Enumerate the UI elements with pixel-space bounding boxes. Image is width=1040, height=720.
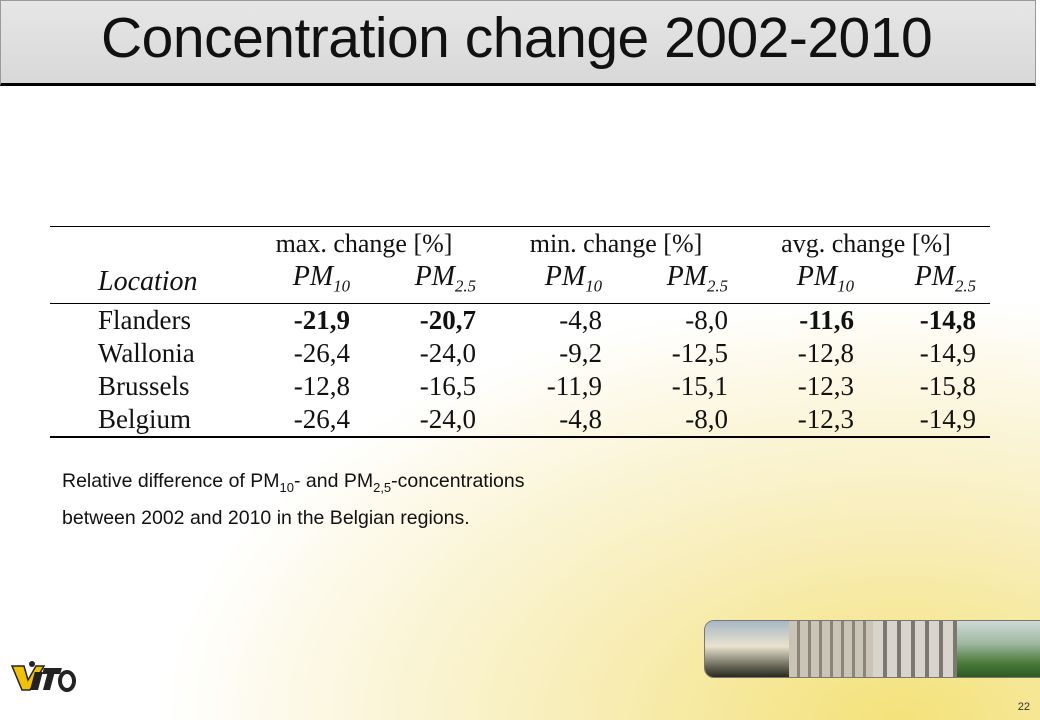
page-number: 22 <box>1017 701 1030 713</box>
cell-value: -24,0 <box>419 337 476 368</box>
cell-value: -20,7 <box>419 304 476 335</box>
row-location: Flanders <box>98 304 191 335</box>
cell-value: -14,9 <box>919 337 976 368</box>
slide-title: Concentration change 2002-2010 <box>101 6 933 70</box>
photo-industry <box>705 621 789 677</box>
cell-value: -14,8 <box>919 304 976 335</box>
table-row-brussels: Brussels -12,8 -16,5 -11,9 -15,1 -12,3 -… <box>50 370 990 403</box>
photo-strip <box>704 620 1040 678</box>
group-header-min: min. change [%] <box>529 229 703 258</box>
cell-value: -12,8 <box>797 337 854 368</box>
column-header-pm10: PM10 <box>238 260 364 304</box>
table-row-flanders: Flanders -21,9 -20,7 -4,8 -8,0 -11,6 -14… <box>50 303 990 337</box>
cell-value: -26,4 <box>293 337 350 368</box>
table-corner <box>50 227 238 260</box>
cell-value: -12,5 <box>671 337 728 368</box>
cell-value: -11,9 <box>546 370 602 401</box>
column-header-pm25: PM2.5 <box>364 260 490 304</box>
cell-value: -8,0 <box>685 403 728 434</box>
cell-value: -8,0 <box>685 304 728 335</box>
cell-value: -11,6 <box>799 304 854 335</box>
row-location: Belgium <box>98 403 191 434</box>
table-row-belgium: Belgium -26,4 -24,0 -4,8 -8,0 -12,3 -14,… <box>50 403 990 436</box>
cell-value: -4,8 <box>559 403 602 434</box>
photo-columns <box>873 621 957 677</box>
column-header-pm10: PM10 <box>490 260 616 304</box>
cell-value: -21,9 <box>293 304 350 335</box>
vito-logo <box>10 661 76 692</box>
column-header-pm25: PM2.5 <box>868 260 990 304</box>
row-location: Brussels <box>98 370 190 401</box>
cell-value: -4,8 <box>559 304 602 335</box>
cell-value: -12,3 <box>797 403 854 434</box>
group-header-max: max. change [%] <box>275 229 453 258</box>
cell-value: -12,3 <box>797 370 854 401</box>
cell-value: -14,9 <box>919 403 976 434</box>
table-row-wallonia: Wallonia -26,4 -24,0 -9,2 -12,5 -12,8 -1… <box>50 337 990 370</box>
cell-value: -16,5 <box>419 370 476 401</box>
photo-buildings <box>789 621 873 677</box>
cell-value: -9,2 <box>559 337 602 368</box>
cell-value: -26,4 <box>293 403 350 434</box>
table-caption: Relative difference of PM10- and PM2,5-c… <box>62 470 525 529</box>
column-header-location: Location <box>50 260 238 304</box>
cell-value: -15,1 <box>671 370 728 401</box>
concentration-table: max. change [%] min. change [%] avg. cha… <box>50 226 990 438</box>
row-location: Wallonia <box>98 337 195 368</box>
cell-value: -15,8 <box>919 370 976 401</box>
cell-value: -24,0 <box>419 403 476 434</box>
group-header-avg: avg. change [%] <box>781 229 951 258</box>
title-bar: Concentration change 2002-2010 <box>0 0 1036 86</box>
column-header-pm10: PM10 <box>742 260 868 304</box>
column-header-pm25: PM2.5 <box>616 260 742 304</box>
cell-value: -12,8 <box>293 370 350 401</box>
table-group-header-row: max. change [%] min. change [%] avg. cha… <box>50 227 990 260</box>
photo-forest <box>957 621 1040 677</box>
table-column-header-row: Location PM10 PM2.5 PM10 PM2.5 PM10 PM2.… <box>50 260 990 304</box>
